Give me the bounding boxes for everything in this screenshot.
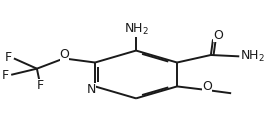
Text: O: O	[60, 48, 69, 61]
Text: NH$_2$: NH$_2$	[240, 48, 265, 63]
Text: O: O	[202, 80, 212, 93]
Text: F: F	[2, 69, 9, 82]
Text: F: F	[36, 79, 44, 92]
Text: NH$_2$: NH$_2$	[123, 22, 149, 37]
Text: F: F	[4, 51, 11, 64]
Text: N: N	[87, 83, 96, 96]
Text: O: O	[213, 29, 223, 42]
